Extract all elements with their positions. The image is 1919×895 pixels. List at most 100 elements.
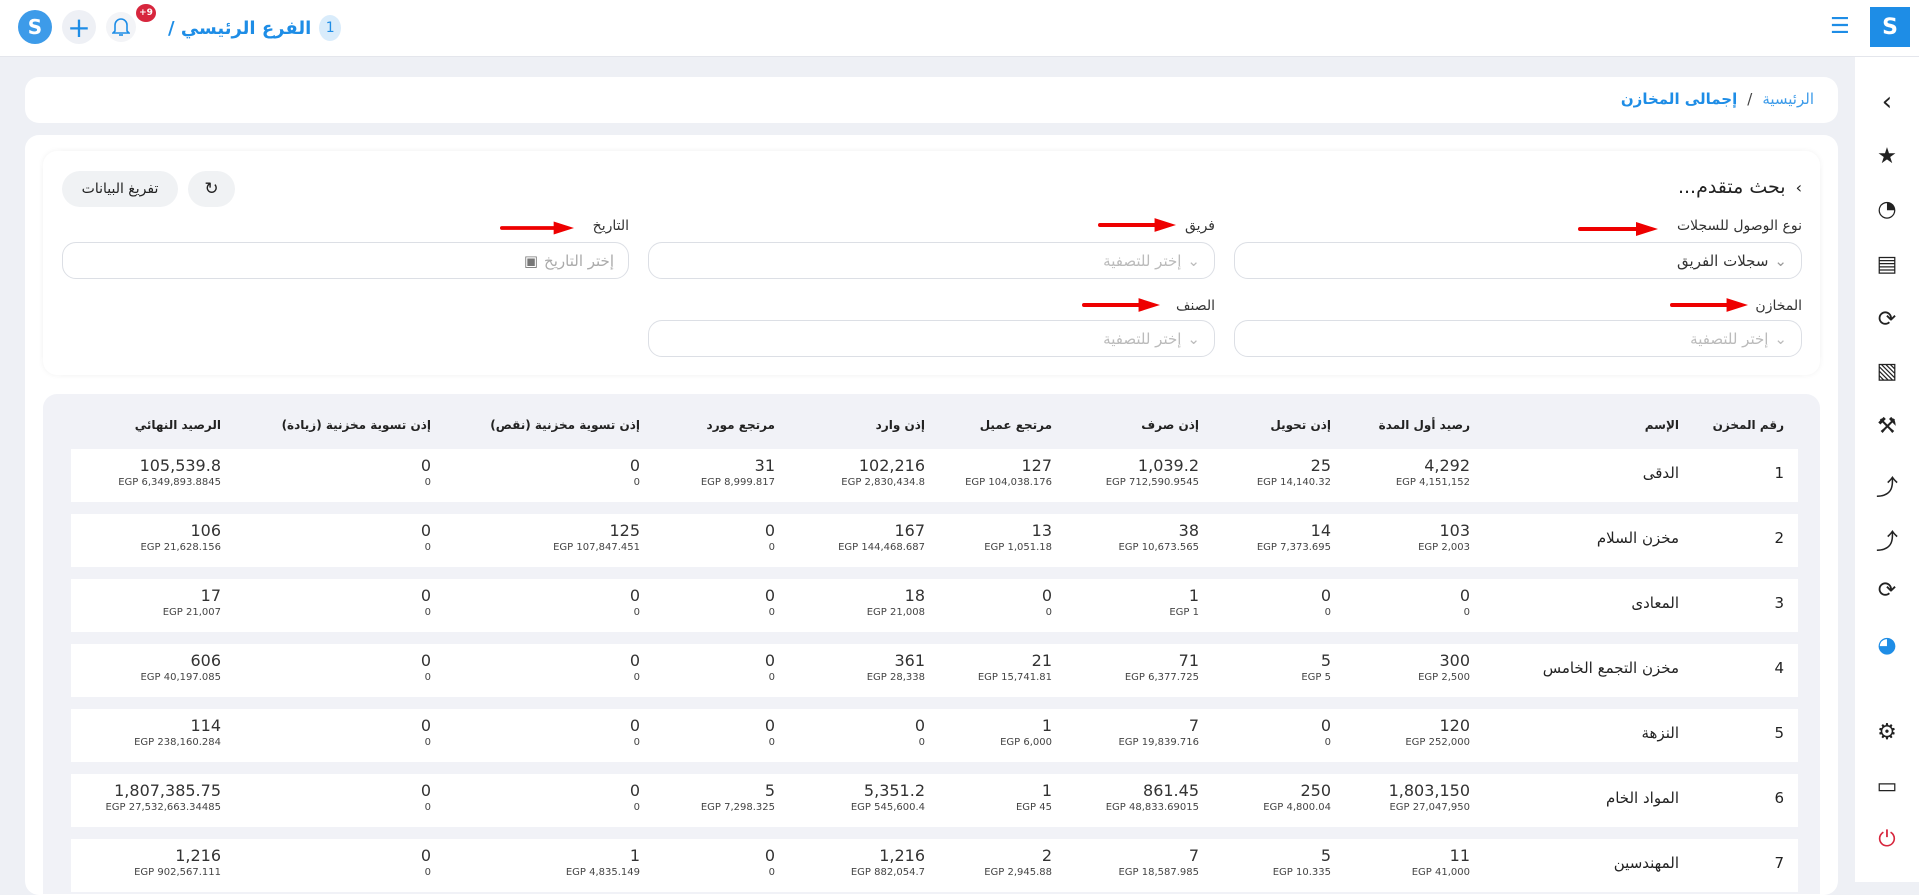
table-row[interactable]: 2 مخزن السلام 103 EGP 2,003 14 EGP 7,373.695 3… <box>71 514 1798 567</box>
quantity-value: 1,216 <box>175 846 221 865</box>
table-cell: 13 EGP 1,051.18 <box>984 521 1052 555</box>
table-row[interactable]: 1 الدقى 4,292 EGP 4,151,152 25 EGP 14,140.32 1… <box>71 449 1798 502</box>
add-button[interactable]: + <box>62 10 96 44</box>
transfer-route-icon-2[interactable]: ⤴ <box>1875 530 1898 555</box>
table-cell: 1,216 EGP 902,567.111 <box>134 846 221 880</box>
quantity-value: 1,216 <box>879 846 925 865</box>
table-cell: 5 EGP 5 <box>1301 651 1331 685</box>
amount-value: EGP 40,197.085 <box>140 672 221 683</box>
table-row[interactable]: 4 مخزن التجمع الخامس 300 EGP 2,500 5 EGP 5 71 E… <box>71 644 1798 697</box>
branch-selector[interactable]: الفرع الرئيسي / 1 <box>168 12 342 44</box>
amount-value: EGP 7,373.695 <box>1256 542 1331 553</box>
amount-value: 0 <box>424 542 431 553</box>
column-header[interactable]: مرتجع مورد <box>706 418 775 432</box>
table-row[interactable]: 6 المواد الخام 1,803,150 EGP 27,047,950 250 E… <box>71 774 1798 827</box>
amount-value: EGP 4,835.149 <box>565 867 640 878</box>
warehouses-select[interactable]: ⌄ إختر للتصفية <box>1234 320 1802 357</box>
power-icon[interactable]: ⏻ <box>1878 827 1896 852</box>
app-logo-icon[interactable]: S <box>18 10 52 44</box>
amount-value: 0 <box>768 672 775 683</box>
category-select[interactable]: ⌄ إختر للتصفية <box>648 320 1215 357</box>
amount-value: 0 <box>768 607 775 618</box>
dashboard-gauge-icon[interactable]: ◔ <box>1877 197 1897 222</box>
quantity-value: 25 <box>1310 456 1331 475</box>
amount-value: 0 <box>768 867 775 878</box>
amount-value: EGP 902,567.111 <box>134 867 221 878</box>
quantity-value: 38 <box>1178 521 1199 540</box>
advanced-search-toggle[interactable]: › بحث متقدم... <box>1678 176 1802 198</box>
quantity-value: 1 <box>1041 716 1052 735</box>
column-header[interactable]: إذن تسوية مخزنية (نقص) <box>490 418 640 432</box>
reports-chart-icon[interactable]: ◕ <box>1877 633 1897 658</box>
settings-gear-icon[interactable]: ⚙ <box>1877 720 1897 745</box>
amount-value: EGP 21,007 <box>162 607 221 618</box>
table-cell: 127 EGP 104,038.176 <box>965 456 1052 490</box>
warehouse-id: 3 <box>1774 594 1784 612</box>
table-cell: 103 EGP 2,003 <box>1418 521 1470 555</box>
amount-value: EGP 5 <box>1301 672 1331 683</box>
column-header[interactable]: مرتجع عميل <box>979 418 1052 432</box>
screen-icon[interactable]: ▭ <box>1876 774 1898 799</box>
quantity-value: 1,807,385.75 <box>114 781 221 800</box>
team-select[interactable]: ⌄ إختر للتصفية <box>648 242 1215 279</box>
table-cell: 4,292 EGP 4,151,152 <box>1396 456 1470 490</box>
amount-value: EGP 10,673.565 <box>1118 542 1199 553</box>
quantity-value: 1,803,150 <box>1388 781 1470 800</box>
breadcrumb-home-link[interactable]: الرئيسية <box>1762 90 1814 108</box>
column-header[interactable]: إذن تسوية مخزنية (زيادة) <box>281 418 431 432</box>
warehouse-name: مخزن التجمع الخامس <box>1542 659 1679 677</box>
amount-value: EGP 6,377.725 <box>1124 672 1199 683</box>
sync-icon-2[interactable]: ⟳ <box>1877 578 1897 603</box>
date-input[interactable]: إختر التاريخ ▣ <box>62 242 629 279</box>
amount-value: 0 <box>424 802 431 813</box>
annotation-arrow-icon <box>1098 218 1176 232</box>
access-type-select[interactable]: ⌄ سجلات الفريق <box>1234 242 1802 279</box>
sync-icon[interactable]: ⟳ <box>1877 307 1897 332</box>
quantity-value: 18 <box>904 586 925 605</box>
warehouse-icon[interactable]: ▤ <box>1876 252 1898 277</box>
table-row[interactable]: 3 المعادى 0 0 0 0 1 EGP 1 0 0 18 EGP 21,008 0 0 0 0 0 0 17… <box>71 579 1798 632</box>
access-type-label: نوع الوصول للسجلات <box>1676 218 1802 234</box>
brand-logo-icon[interactable]: S <box>1870 7 1910 47</box>
column-header[interactable]: رقم المخزن <box>1712 418 1784 432</box>
column-header[interactable]: إذن تحويل <box>1270 418 1331 432</box>
collapse-chevron-icon[interactable]: ‹ <box>1881 87 1893 117</box>
amount-value: EGP 21,008 <box>866 607 925 618</box>
hand-truck-icon[interactable]: ⚒ <box>1877 414 1897 439</box>
breadcrumb-current: إجمالى المخازن <box>1620 90 1738 108</box>
amount-value: 0 <box>918 737 925 748</box>
amount-value: EGP 144,468.687 <box>838 542 925 553</box>
column-header[interactable]: إذن وارد <box>875 418 925 432</box>
export-data-button[interactable]: تفريغ البيانات <box>62 171 178 207</box>
quantity-value: 0 <box>1320 586 1331 605</box>
chevron-down-icon: ⌄ <box>1187 251 1200 270</box>
refresh-icon[interactable]: ↻ <box>188 171 235 207</box>
branch-name[interactable]: الفرع الرئيسي / <box>168 17 312 39</box>
quantity-value: 106 <box>190 521 221 540</box>
amount-value: EGP 27,047,950 <box>1389 802 1470 813</box>
table-row[interactable]: 7 المهندسين 11 EGP 41,000 5 EGP 10.335 7 EGP 18… <box>71 839 1798 892</box>
annotation-arrow-icon <box>1082 298 1160 312</box>
invoice-icon[interactable]: ▧ <box>1876 359 1898 384</box>
table-cell: 120 EGP 252,000 <box>1405 716 1470 750</box>
table-row[interactable]: 5 النزهة 120 EGP 252,000 0 0 7 EGP 19,839.716 1 E… <box>71 709 1798 762</box>
notifications-bell-icon[interactable] <box>106 12 136 42</box>
notification-badge: +9 <box>136 4 156 22</box>
column-header[interactable]: الرصيد النهائي <box>134 418 221 432</box>
amount-value: 0 <box>424 477 431 488</box>
hamburger-menu-icon[interactable]: ☰ <box>1830 14 1850 39</box>
transfer-route-icon[interactable]: ⤴ <box>1875 476 1898 501</box>
date-label: التاريخ <box>592 218 629 234</box>
favorites-star-icon[interactable]: ★ <box>1877 144 1897 169</box>
column-header[interactable]: رصيد أول المدة <box>1378 418 1470 432</box>
column-header[interactable]: إذن صرف <box>1141 418 1199 432</box>
table-cell: 5,351.2 EGP 545,600.4 <box>851 781 925 815</box>
column-header[interactable]: الإسم <box>1644 418 1679 432</box>
quantity-value: 0 <box>629 716 640 735</box>
